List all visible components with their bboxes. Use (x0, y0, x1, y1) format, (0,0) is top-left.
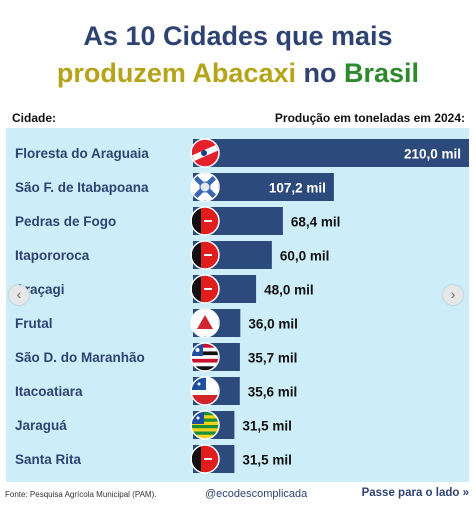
chart-title: As 10 Cidades que mais produzem Abacaxi … (0, 18, 476, 92)
category-label: São F. de Itabapoana (15, 180, 149, 195)
value-label: 35,6 mil (248, 385, 298, 400)
category-label: Jaraguá (15, 418, 67, 433)
value-label: 31,5 mil (242, 453, 292, 468)
category-label: Itacoatiara (15, 384, 83, 399)
category-label: São D. do Maranhão (15, 350, 145, 365)
chart-panel: Floresta do Araguaia 210,0 mil São F. de I… (6, 128, 469, 482)
flag-maranhao-icon (190, 342, 220, 372)
category-label: Santa Rita (15, 452, 82, 467)
title-part-brasil: Brasil (344, 58, 420, 88)
flag-paraiba-icon (190, 274, 220, 304)
bar-chart: Floresta do Araguaia 210,0 mil São F. de I… (15, 138, 469, 474)
title-part-no: no (303, 58, 337, 88)
double-chevron-right-icon: » (462, 487, 469, 499)
production-column-header: Produção em toneladas em 2024: (274, 111, 465, 125)
title-line-2: produzem Abacaxi no Brasil (0, 55, 476, 92)
flag-amazonas-icon (190, 376, 220, 406)
value-label: 210,0 mil (404, 147, 461, 162)
swipe-next-link[interactable]: Passe para o lado » (362, 487, 469, 499)
flag-minas-gerais-icon (190, 308, 220, 338)
bar (193, 139, 469, 167)
flag-paraiba-icon (190, 240, 220, 270)
title-part-produzem-abacaxi: produzem Abacaxi (56, 58, 296, 88)
flag-rio-de-janeiro-icon (190, 172, 220, 202)
flag-goias-icon (190, 410, 220, 440)
value-label: 107,2 mil (269, 181, 326, 196)
category-label: Floresta do Araguaia (15, 146, 149, 161)
flag-para-icon (190, 138, 220, 168)
value-label: 35,7 mil (248, 351, 298, 366)
swipe-next-label: Passe para o lado (361, 487, 460, 499)
social-handle: @ecodescomplicada (205, 488, 308, 500)
value-label: 36,0 mil (248, 317, 298, 332)
city-column-header: Cidade: (12, 111, 57, 125)
value-label: 68,4 mil (291, 215, 341, 230)
title-line-1: As 10 Cidades que mais (83, 21, 393, 51)
category-label: Itapororoca (15, 248, 90, 263)
chevron-left-icon[interactable]: ‹ (9, 285, 29, 305)
value-label: 60,0 mil (280, 249, 330, 264)
flag-paraiba-icon (190, 444, 220, 474)
flag-paraiba-icon (190, 206, 220, 236)
category-label: Frutal (15, 316, 53, 331)
chevron-right-icon[interactable]: › (443, 285, 463, 305)
value-label: 31,5 mil (242, 419, 292, 434)
category-label: Pedras de Fogo (15, 214, 116, 229)
source-note: Fonte: Pesquisa Agrícola Municipal (PAM)… (5, 490, 157, 499)
value-label: 48,0 mil (264, 283, 314, 298)
